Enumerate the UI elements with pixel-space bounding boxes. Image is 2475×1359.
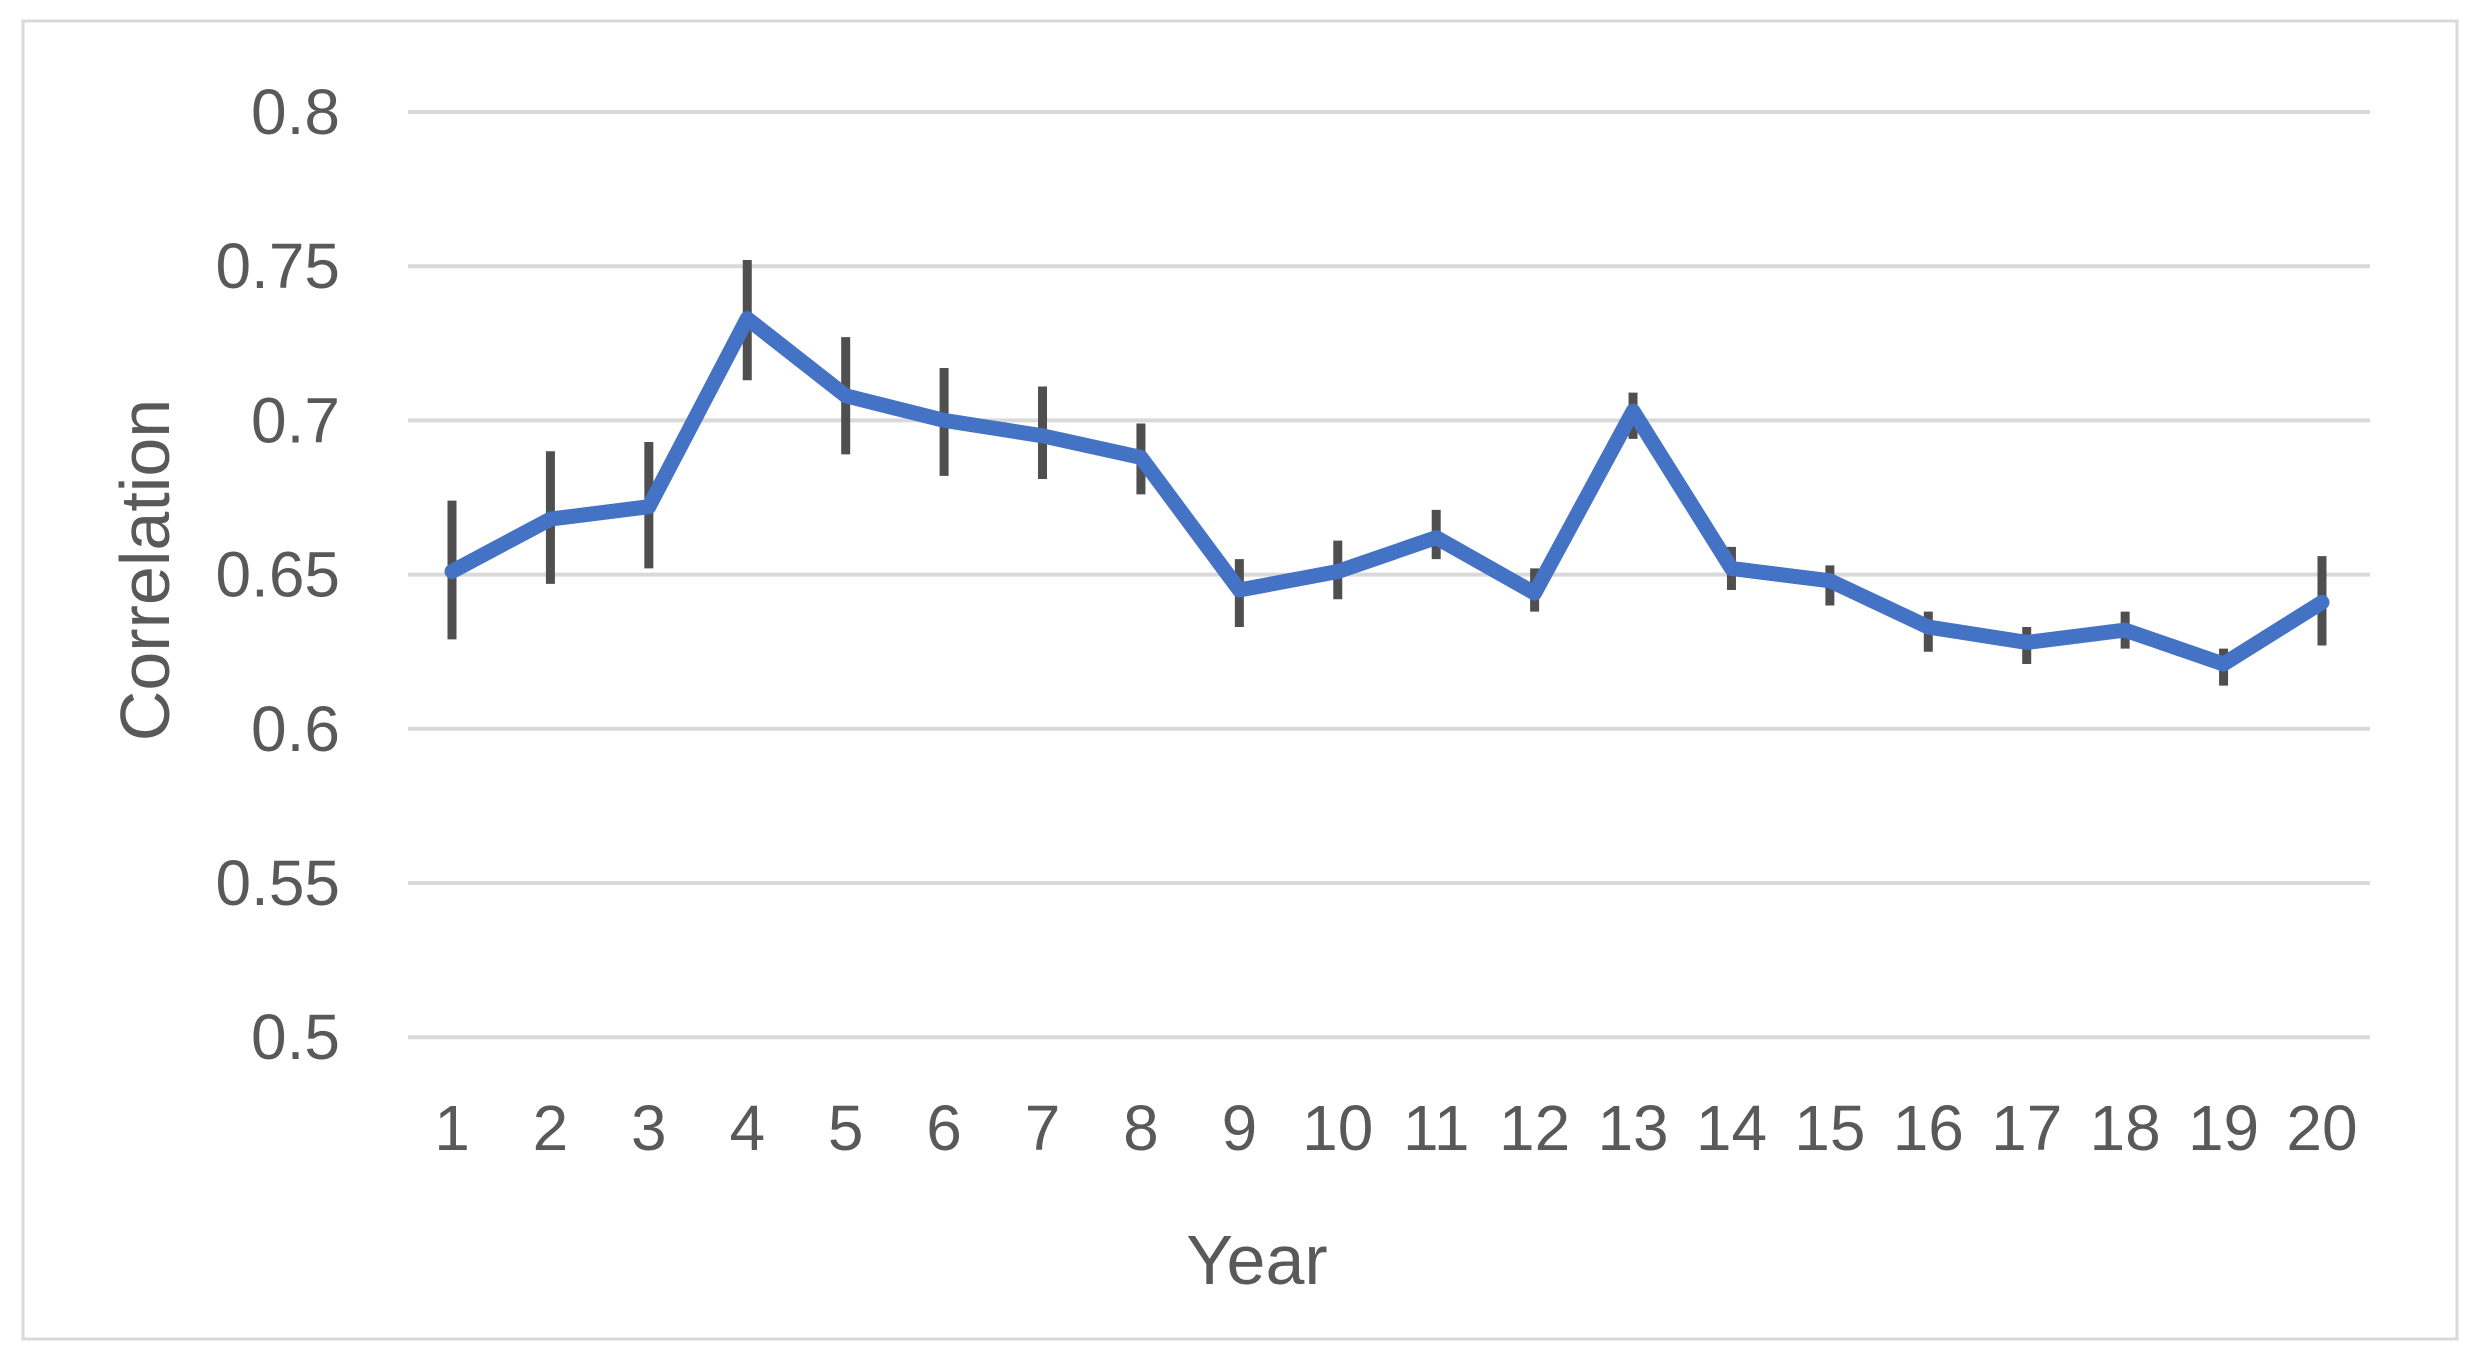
x-tick-label: 8 <box>1123 1092 1159 1164</box>
y-tick-label: 0.6 <box>251 693 340 765</box>
x-tick-label: 20 <box>2286 1092 2357 1164</box>
y-tick-label: 0.75 <box>215 230 340 302</box>
x-tick-label: 6 <box>926 1092 962 1164</box>
x-tick-label: 4 <box>729 1092 765 1164</box>
x-tick-label: 14 <box>1696 1092 1767 1164</box>
x-tick-label: 17 <box>1991 1092 2062 1164</box>
x-tick-label: 7 <box>1025 1092 1061 1164</box>
y-tick-label: 0.8 <box>251 76 340 148</box>
x-tick-label: 9 <box>1222 1092 1258 1164</box>
y-tick-label: 0.5 <box>251 1001 340 1073</box>
x-tick-label: 11 <box>1403 1092 1469 1164</box>
x-tick-label: 16 <box>1893 1092 1964 1164</box>
y-tick-label: 0.55 <box>215 847 340 919</box>
series-line <box>444 311 2330 672</box>
x-tick-label: 2 <box>533 1092 569 1164</box>
x-tick-label: 12 <box>1499 1092 1570 1164</box>
x-tick-label: 1 <box>434 1092 470 1164</box>
x-tick-label: 5 <box>828 1092 864 1164</box>
y-axis-title: Correlation <box>106 398 184 742</box>
x-tick-label: 3 <box>631 1092 667 1164</box>
x-tick-label: 15 <box>1794 1092 1865 1164</box>
chart-border <box>21 19 2459 1341</box>
y-tick-label: 0.7 <box>251 384 340 456</box>
x-tick-label: 18 <box>2090 1092 2161 1164</box>
y-tick-label: 0.65 <box>215 539 340 611</box>
x-axis-title: Year <box>1186 1221 1328 1299</box>
x-tick-label: 13 <box>1597 1092 1668 1164</box>
x-tick-label: 10 <box>1302 1092 1373 1164</box>
x-tick-label: 19 <box>2188 1092 2259 1164</box>
